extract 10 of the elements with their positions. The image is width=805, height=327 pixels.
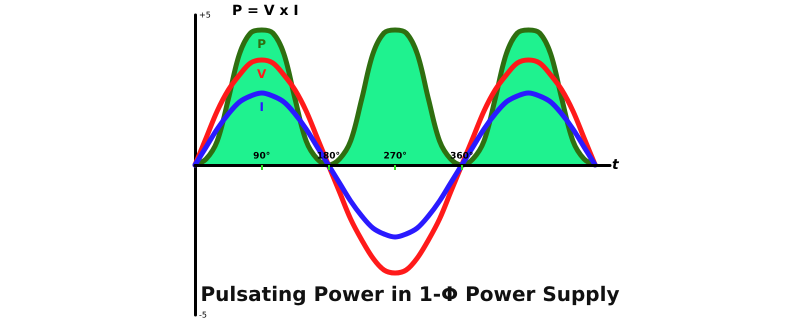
x-tick-label: 270° — [383, 152, 407, 162]
series-label: P — [257, 37, 266, 51]
series-label: I — [259, 100, 264, 114]
annotation: P = V x I — [232, 3, 299, 19]
x-tick-label: 90° — [253, 152, 270, 162]
x-axis-title: t — [612, 157, 620, 173]
y-tick-label: +5 — [199, 10, 211, 20]
series-label: V — [257, 67, 268, 81]
text: Pulsating Power in 1-Φ Power Supply — [200, 282, 620, 306]
y-tick-label: -5 — [199, 310, 207, 320]
